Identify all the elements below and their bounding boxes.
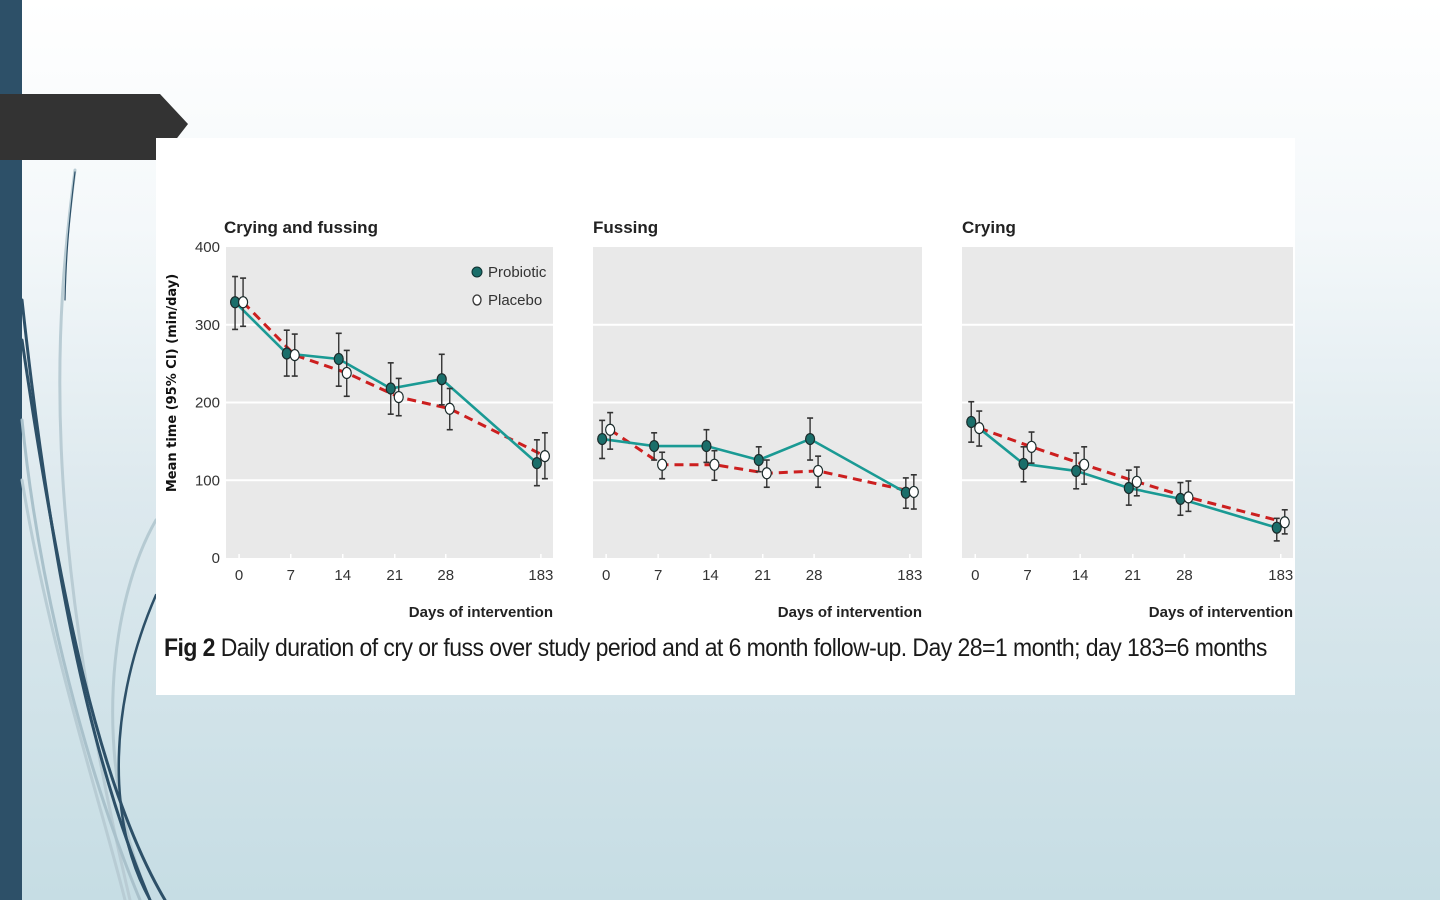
y-tick-label: 200 xyxy=(195,395,220,412)
data-point-probiotic xyxy=(966,415,977,429)
data-point-placebo xyxy=(908,485,919,499)
data-point-placebo xyxy=(709,458,720,471)
x-tick-label: 14 xyxy=(1072,567,1089,584)
x-axis-title: Days of intervention xyxy=(1149,604,1293,621)
data-point-placebo xyxy=(1026,440,1037,453)
x-tick-label: 183 xyxy=(528,567,553,584)
swirl-line xyxy=(111,518,158,900)
legend-placebo-marker xyxy=(472,294,482,306)
figure-panel: Mean time (95% CI) (min/day) 0 100 200 300 4… xyxy=(156,138,1295,695)
x-tick-label: 28 xyxy=(806,567,823,584)
data-point-placebo xyxy=(1183,491,1194,504)
data-point-placebo xyxy=(237,296,249,309)
x-tick-label: 21 xyxy=(1124,567,1141,584)
data-point-probiotic xyxy=(1271,521,1282,534)
legend: Probiotic Placebo xyxy=(471,264,547,309)
x-tick-label: 7 xyxy=(654,567,662,584)
figure-caption: Fig 2 Daily duration of cry or fuss over… xyxy=(164,634,1267,663)
data-point-placebo xyxy=(812,464,824,478)
data-point-probiotic xyxy=(1123,481,1134,495)
data-point-probiotic xyxy=(701,439,712,453)
data-point-placebo xyxy=(539,450,551,463)
panel-title: Crying and fussing xyxy=(224,218,378,237)
x-tick-label: 28 xyxy=(1176,567,1193,584)
panel-crying-and-fussing: 0 100 200 300 400 0 7 14 21 28 183 Crying and fuss… xyxy=(195,218,553,621)
x-tick-label: 14 xyxy=(334,567,351,584)
swirl-line xyxy=(64,171,76,301)
x-tick-label: 7 xyxy=(1023,567,1031,584)
data-point-placebo xyxy=(393,390,404,404)
x-tick-label: 14 xyxy=(702,567,719,584)
x-tick-label: 7 xyxy=(287,567,295,584)
swirl-line xyxy=(117,593,158,900)
legend-probiotic-label: Probiotic xyxy=(488,264,547,281)
data-point-probiotic xyxy=(385,382,396,395)
x-axis-title: Days of intervention xyxy=(409,604,553,621)
decorative-swirls xyxy=(20,168,167,900)
data-point-probiotic xyxy=(597,432,608,446)
panel-crying: 0 7 14 21 28 183 Crying Days of intervention xyxy=(962,218,1293,621)
x-tick-label: 183 xyxy=(1268,567,1293,584)
x-axis-title: Days of intervention xyxy=(778,604,922,621)
data-point-placebo xyxy=(657,458,668,471)
swirl-line xyxy=(20,298,152,900)
x-tick-label: 183 xyxy=(897,567,922,584)
series-line-probiotic xyxy=(970,420,1278,529)
data-point-probiotic xyxy=(753,453,764,467)
data-point-placebo xyxy=(1131,475,1142,488)
swirl-line xyxy=(20,338,167,900)
panel-title: Crying xyxy=(962,218,1016,237)
swirl-line xyxy=(20,478,127,900)
series-line-probiotic xyxy=(234,301,538,465)
legend-placebo-label: Placebo xyxy=(488,292,542,309)
data-point-placebo xyxy=(444,402,455,415)
chart-figure: Mean time (95% CI) (min/day) 0 100 200 300 4… xyxy=(165,218,1293,621)
data-point-probiotic xyxy=(649,439,660,453)
data-point-probiotic xyxy=(804,432,816,446)
panel-fussing: 0 7 14 21 28 183 Fussing Days of intervention xyxy=(593,218,922,621)
data-point-probiotic xyxy=(333,352,344,366)
data-point-placebo xyxy=(761,467,772,480)
caption-label: Fig 2 xyxy=(164,634,215,662)
data-point-placebo xyxy=(974,422,985,435)
swirl-line xyxy=(20,418,142,900)
data-point-probiotic xyxy=(436,373,447,386)
y-axis-label: Mean time (95% CI) (min/day) xyxy=(165,274,180,492)
data-point-placebo xyxy=(289,348,300,362)
data-point-placebo xyxy=(1279,516,1290,529)
caption-text: Daily duration of cry or fuss over study… xyxy=(214,634,1268,662)
data-point-placebo xyxy=(341,366,352,380)
y-tick-label: 100 xyxy=(195,472,220,489)
x-tick-label: 21 xyxy=(754,567,771,584)
x-tick-label: 28 xyxy=(437,567,454,584)
x-tick-label: 0 xyxy=(971,567,979,584)
x-tick-label: 21 xyxy=(386,567,403,584)
series-line-placebo xyxy=(978,426,1286,524)
data-point-probiotic xyxy=(1071,464,1082,478)
slide-title-tab xyxy=(0,94,188,160)
data-point-placebo xyxy=(1079,458,1090,471)
series-line-probiotic xyxy=(601,437,907,494)
left-accent-bar xyxy=(0,0,22,900)
data-point-placebo xyxy=(605,423,616,436)
y-tick-label: 300 xyxy=(195,317,220,334)
y-tick-label: 0 xyxy=(212,550,220,567)
x-tick-label: 0 xyxy=(235,567,243,584)
data-point-probiotic xyxy=(531,457,543,470)
y-tick-label: 400 xyxy=(195,239,220,256)
data-point-probiotic xyxy=(1018,457,1029,471)
panel-title: Fussing xyxy=(593,218,658,237)
x-tick-label: 0 xyxy=(602,567,610,584)
legend-probiotic-marker xyxy=(471,266,483,278)
